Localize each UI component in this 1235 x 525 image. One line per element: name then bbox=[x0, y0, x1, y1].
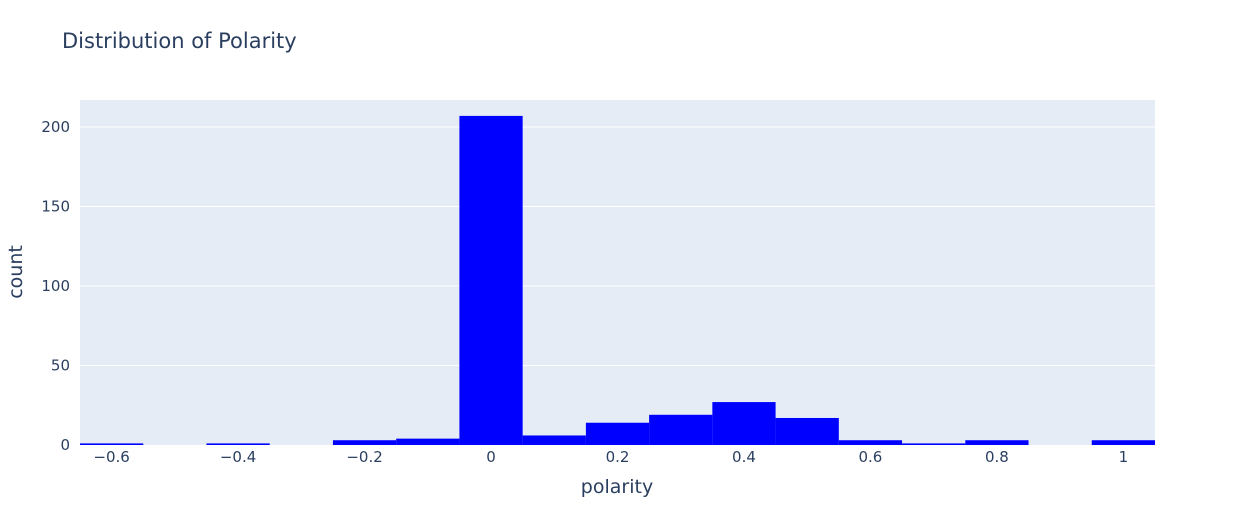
x-tick-label: −0.2 bbox=[346, 448, 382, 466]
y-tick-label: 0 bbox=[60, 436, 70, 454]
y-tick-label: 100 bbox=[41, 277, 70, 295]
y-tick-label: 150 bbox=[41, 198, 70, 216]
histogram-bar bbox=[459, 115, 523, 445]
histogram-bar bbox=[775, 417, 839, 445]
grid-lines bbox=[80, 126, 1155, 367]
x-tick-label: 0.4 bbox=[732, 448, 756, 466]
chart-title: Distribution of Polarity bbox=[62, 29, 297, 53]
x-tick-label: −0.4 bbox=[220, 448, 256, 466]
y-tick-label: 200 bbox=[41, 118, 70, 136]
x-tick-label: 0.2 bbox=[606, 448, 630, 466]
histogram-bar bbox=[838, 440, 903, 445]
histogram-bar bbox=[206, 443, 270, 445]
histogram-bar bbox=[396, 438, 460, 445]
x-tick-labels: −0.6 −0.4 −0.2 0 0.2 0.4 0.6 0.8 1 bbox=[93, 448, 1128, 466]
histogram-bar bbox=[80, 443, 144, 445]
x-tick-label: 1 bbox=[1119, 448, 1129, 466]
x-tick-label: −0.6 bbox=[93, 448, 129, 466]
x-tick-label: 0.6 bbox=[859, 448, 883, 466]
histogram-bar bbox=[1091, 440, 1155, 445]
y-axis-title: count bbox=[5, 245, 27, 299]
x-tick-label: 0.8 bbox=[985, 448, 1009, 466]
plot-area bbox=[80, 100, 1155, 445]
histogram-bar bbox=[965, 440, 1029, 445]
x-axis-title: polarity bbox=[581, 476, 653, 498]
histogram-bar bbox=[522, 435, 586, 445]
y-tick-label: 50 bbox=[51, 357, 70, 375]
bars bbox=[80, 115, 1155, 445]
histogram-bar bbox=[712, 402, 776, 445]
histogram-bar bbox=[332, 440, 397, 445]
y-tick-labels: 0 50 100 150 200 bbox=[41, 118, 70, 454]
histogram-bar bbox=[649, 414, 713, 445]
histogram-bar bbox=[585, 422, 650, 445]
x-tick-label: 0 bbox=[486, 448, 496, 466]
histogram-bar bbox=[902, 443, 966, 445]
